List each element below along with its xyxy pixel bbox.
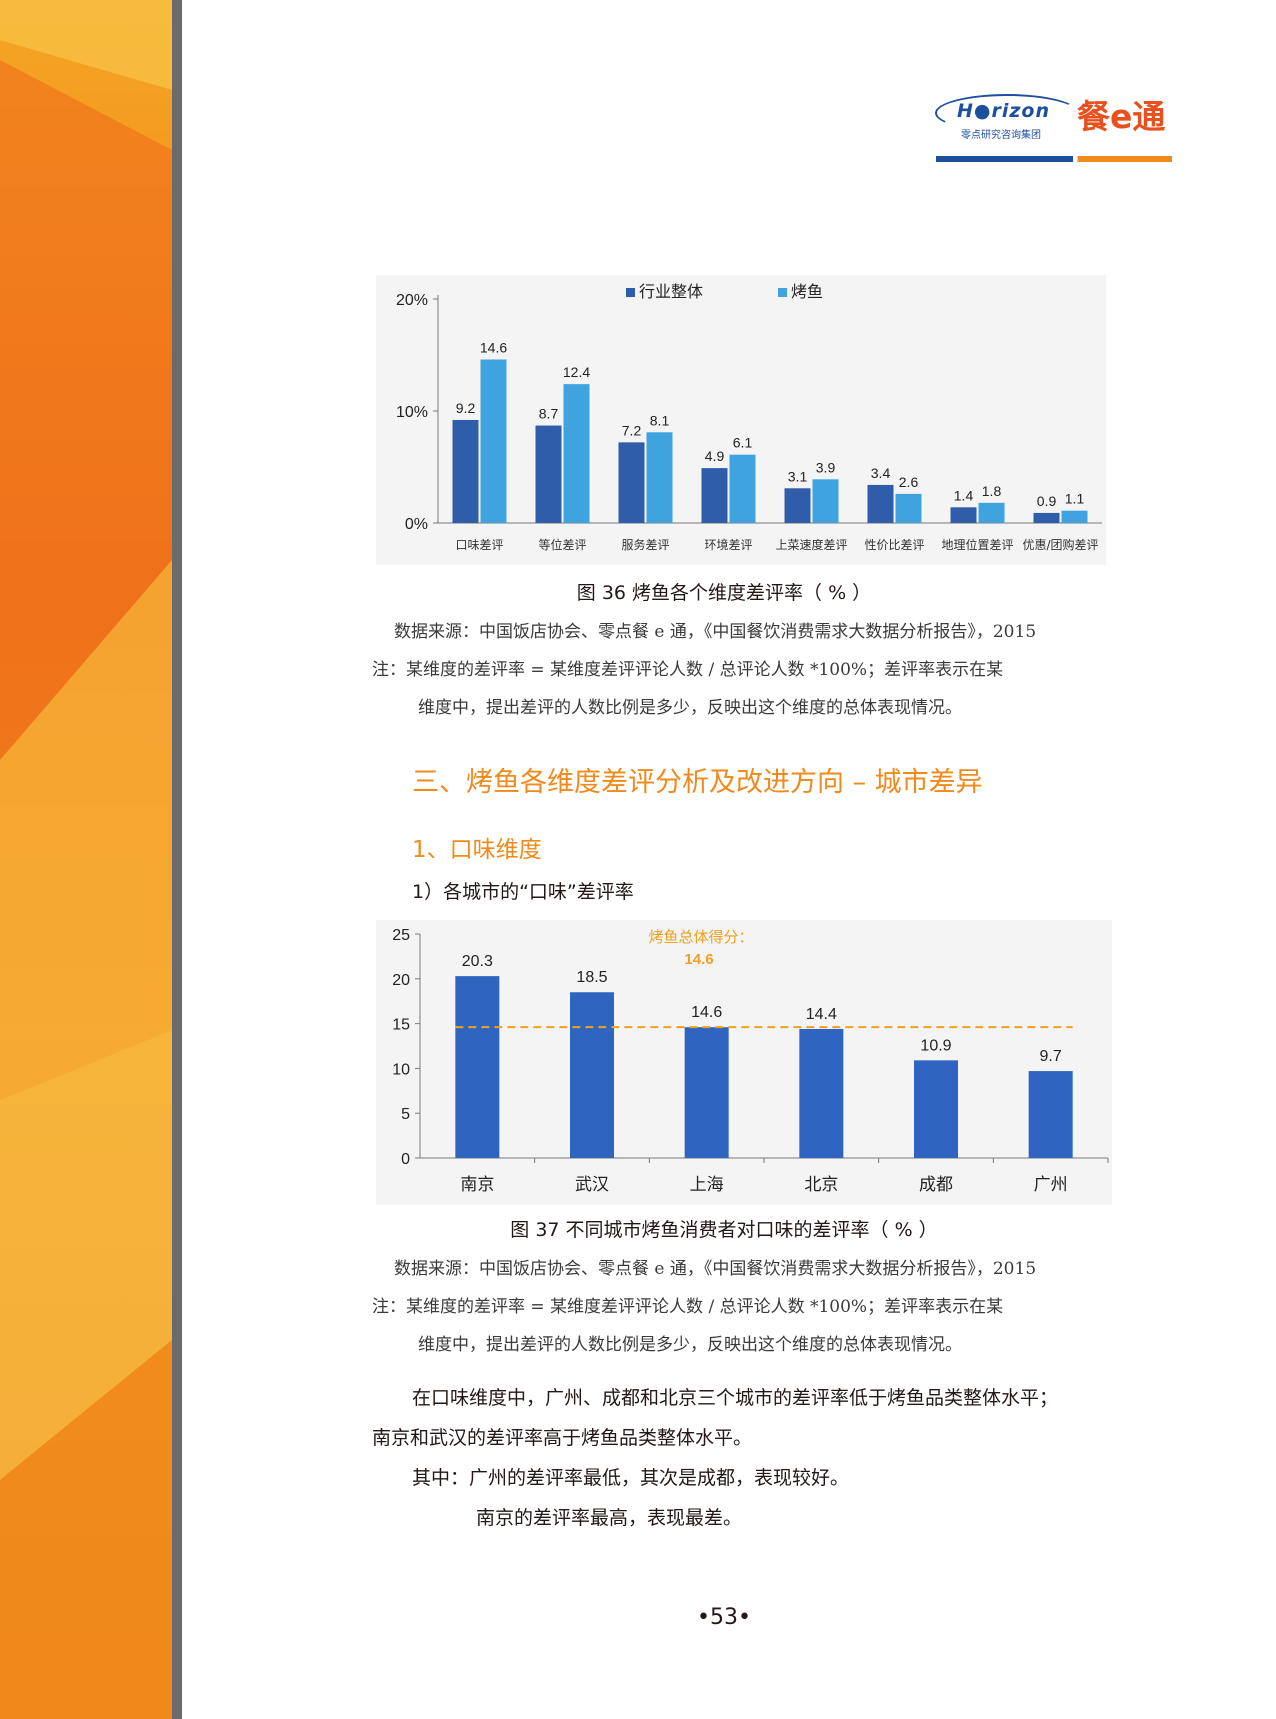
- chart36-category-label: 环境差评: [704, 537, 752, 552]
- chart37-bar: [570, 992, 614, 1158]
- chart36-y-tick-label: 0%: [405, 516, 428, 533]
- chart37-category-label: 武汉: [575, 1175, 609, 1195]
- figure37-note-line2: 维度中，提出差评的人数比例是多少，反映出这个维度的总体表现情况。: [418, 1335, 962, 1355]
- chart36-data-label: 8.1: [650, 412, 670, 428]
- chart36-bar: [452, 419, 479, 523]
- chart37-data-label: 14.6: [691, 1004, 722, 1021]
- chart36-bar: [563, 384, 590, 523]
- body-paragraph-1-line-1: 在口味维度中，广州、成都和北京三个城市的差评率低于烤鱼品类整体水平；: [412, 1387, 1059, 1409]
- figure36-note-line2: 维度中，提出差评的人数比例是多少，反映出这个维度的总体表现情况。: [418, 698, 962, 718]
- chart36-category-label: 服务差评: [621, 537, 669, 552]
- chart37-y-tick-label: 15: [392, 1017, 410, 1034]
- chart36-data-label: 0.9: [1037, 493, 1057, 509]
- figure36-note-line1: 注：某维度的差评率 = 某维度差评评论人数 / 总评论人数 *100%；差评率表…: [372, 660, 1004, 680]
- figure37-source: 数据来源：中国饭店协会、零点餐 e 通，《中国餐饮消费需求大数据分析报告》，20…: [394, 1259, 1037, 1279]
- chart36-y-tick-label: 10%: [396, 404, 428, 421]
- chart36-legend-swatch: [626, 288, 635, 297]
- chart37-bar: [455, 976, 500, 1158]
- chart37-data-label: 10.9: [920, 1037, 951, 1054]
- subsection-title: 1、口味维度: [412, 837, 542, 863]
- header-divider: [936, 156, 1172, 162]
- logo-subtitle: 零点研究咨询集团: [961, 130, 1041, 141]
- chart37-reference-label: 烤鱼总体得分：: [648, 928, 753, 946]
- chart37-data-label: 9.7: [1040, 1048, 1062, 1065]
- chart36-category-label: 地理位置差评: [941, 537, 1013, 552]
- chart36-category-label: 口味差评: [455, 538, 503, 552]
- chart37-bar: [799, 1028, 844, 1158]
- chart37-reference-value: 14.6: [684, 951, 713, 968]
- chart36-data-label: 8.7: [539, 406, 559, 422]
- chart36-category-label: 上菜速度差评: [775, 537, 847, 552]
- chart37-bar: [1028, 1071, 1073, 1158]
- chart36-category-label: 等位差评: [538, 537, 586, 552]
- chart36-legend-swatch: [778, 288, 787, 297]
- chart36-data-label: 3.1: [788, 468, 808, 484]
- body-paragraph-2: 其中：广州的差评率最低，其次是成都，表现较好。: [412, 1467, 850, 1489]
- logo-ring: [935, 94, 1079, 132]
- chart37-data-label: 20.3: [462, 953, 493, 970]
- chart37-y-tick-label: 5: [401, 1106, 410, 1123]
- chart36-data-label: 6.1: [733, 435, 753, 451]
- chart36-bar: [895, 493, 922, 523]
- chart37-category-label: 上海: [690, 1175, 724, 1195]
- chart36-data-label: 3.9: [816, 459, 836, 475]
- chart36-data-label: 2.6: [899, 474, 919, 490]
- chart36-bar: [978, 502, 1005, 523]
- body-paragraph-3: 南京的差评率最高，表现最差。: [476, 1507, 743, 1529]
- page-number: •53•: [697, 1605, 751, 1630]
- decorative-sidebar: [0, 0, 172, 1719]
- chart36-bar: [729, 454, 756, 523]
- chart37-y-tick-label: 20: [392, 972, 410, 989]
- chart37-y-tick-label: 25: [392, 927, 410, 944]
- figure37-note-line1: 注：某维度的差评率 = 某维度差评评论人数 / 总评论人数 *100%；差评率表…: [372, 1297, 1004, 1317]
- chart36-data-label: 3.4: [871, 465, 891, 481]
- chart36-bar: [618, 442, 645, 523]
- chart36-data-label: 14.6: [480, 339, 507, 355]
- chart36-legend-label: 烤鱼: [791, 282, 823, 301]
- chart37-data-label: 18.5: [576, 969, 607, 986]
- chart37-category-label: 广州: [1034, 1175, 1068, 1195]
- sidebar-edge: [172, 0, 182, 1719]
- chart36-bar: [535, 425, 562, 523]
- chart37-y-tick-label: 10: [392, 1061, 410, 1078]
- chart36-bar: [1061, 510, 1088, 523]
- logo-horizon-text: H●rizon: [957, 100, 1051, 122]
- chart36-data-label: 1.8: [982, 483, 1002, 499]
- body-paragraph-1-line-2: 南京和武汉的差评率高于烤鱼品类整体水平。: [372, 1427, 753, 1449]
- chart36-bar: [784, 488, 811, 523]
- chart36-data-label: 1.1: [1065, 491, 1085, 507]
- chart36-data-label: 4.9: [705, 448, 725, 464]
- chart36-bar: [480, 359, 507, 523]
- chart36-data-label: 12.4: [563, 364, 590, 380]
- figure36-caption: 图 36 烤鱼各个维度差评率（ % ）: [576, 582, 872, 604]
- chart37-data-label: 14.4: [806, 1006, 837, 1023]
- chart36-data-label: 9.2: [456, 400, 476, 416]
- brand-logo: 餐e通: [1077, 97, 1166, 136]
- sub-subsection-title: 1）各城市的“口味”差评率: [412, 881, 634, 903]
- chart37-bar: [914, 1060, 958, 1158]
- figure37-chart: 0 5 10 15 20 25 20.3 南京 18.5 武汉 14.6 上海 14.4 北京 10.9 成都…: [376, 920, 1112, 1205]
- chart36-y-tick-label: 20%: [396, 292, 428, 309]
- chart36-bar: [646, 432, 673, 523]
- figure37-caption: 图 37 不同城市烤鱼消费者对口味的差评率（ % ）: [510, 1219, 938, 1241]
- chart36-bar: [1033, 512, 1060, 523]
- chart36-category-label: 性价比差评: [864, 538, 924, 552]
- chart37-bar: [684, 1027, 729, 1158]
- chart36-data-label: 1.4: [954, 487, 974, 503]
- chart36-data-label: 7.2: [622, 422, 642, 438]
- horizon-logo: H●rizon 零点研究咨询集团 餐e通: [935, 90, 1175, 152]
- figure36-source: 数据来源：中国饭店协会、零点餐 e 通，《中国餐饮消费需求大数据分析报告》，20…: [394, 622, 1037, 642]
- chart37-category-label: 北京: [804, 1175, 838, 1195]
- chart36-bar: [867, 484, 894, 523]
- chart36-category-label: 优惠/团购差评: [1022, 537, 1098, 552]
- chart36-bar: [950, 507, 977, 523]
- chart36-legend-label: 行业整体: [639, 282, 703, 301]
- chart37-y-tick-label: 0: [401, 1151, 410, 1168]
- chart37-category-label: 南京: [460, 1175, 494, 1195]
- figure36-chart: 0% 10% 20% 9.2 14.6 口味差评 8.7 12.4 等位差评 7.2 8.1 服务差评…: [376, 275, 1106, 565]
- chart37-category-label: 成都: [919, 1175, 953, 1195]
- chart36-bar: [701, 468, 728, 523]
- chart36-bar: [812, 479, 839, 523]
- section-title: 三、烤鱼各维度差评分析及改进方向 – 城市差异: [412, 767, 983, 798]
